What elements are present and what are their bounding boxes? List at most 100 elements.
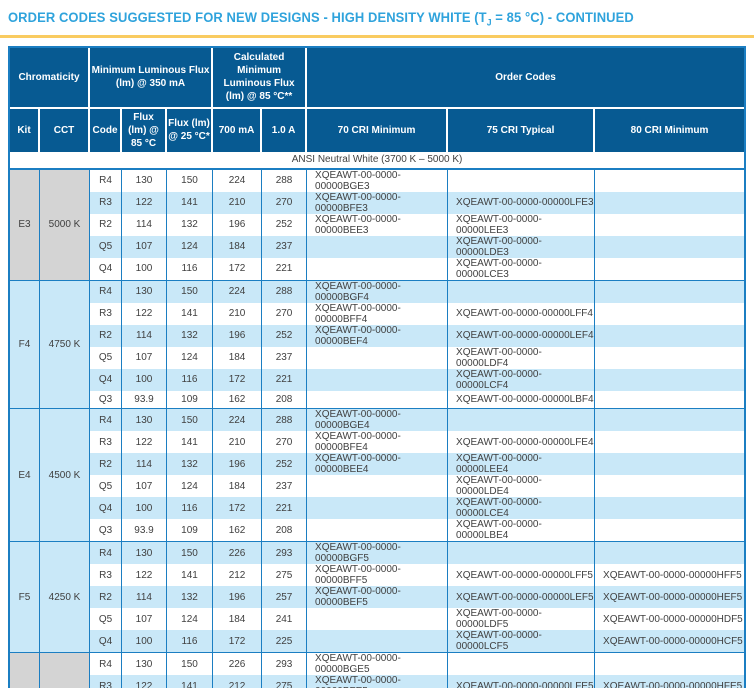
order-code-75cri-cell: XQEAWT-00-0000-00000LEF4 <box>448 324 596 347</box>
1-0a-cell: 275 <box>262 675 308 688</box>
flux-85c-cell: 107 <box>122 608 167 631</box>
order-code-80cri-cell <box>595 368 745 391</box>
1-0a-cell: 208 <box>262 519 308 542</box>
flux-85c-cell: 100 <box>122 368 167 391</box>
order-code-70cri-cell: XQEAWT-00-0000-00000BEE4 <box>307 453 449 476</box>
1-0a-cell: 241 <box>262 608 308 631</box>
order-code-80cri-cell: XQEAWT-00-0000-00000HDF5 <box>595 608 745 631</box>
order-code-70cri-cell: XQEAWT-00-0000-00000BFE3 <box>307 191 449 214</box>
700ma-cell: 184 <box>213 608 263 631</box>
table-row: Q4 100 116 172 221 XQEAWT-00-0000-00000LCF4 <box>10 368 745 391</box>
700ma-cell: 224 <box>213 279 263 303</box>
1-0a-cell: 293 <box>262 541 308 565</box>
table-row: R2 114 132 196 252 XQEAWT-00-0000-00000BEE3 XQ… <box>10 213 745 236</box>
header-80-cri-minimum: 80 CRI Minimum <box>595 108 745 152</box>
order-code-80cri-cell: XQEAWT-00-0000-00000HCF5 <box>595 630 745 653</box>
order-code-75cri-cell <box>448 408 596 432</box>
flux-85c-cell: 122 <box>122 302 167 325</box>
1-0a-cell: 288 <box>262 279 308 303</box>
order-code-75cri-cell: XQEAWT-00-0000-00000LDE3 <box>448 235 596 258</box>
order-code-70cri-cell <box>307 475 449 498</box>
header-calc-min-luminous-flux: Calculated Minimum Luminous Flux (lm) @ … <box>213 47 308 109</box>
ansi-band-row: ANSI Neutral White (3700 K – 5000 K) <box>10 151 745 169</box>
order-code-70cri-cell <box>307 519 449 542</box>
kit-cell: E5 <box>10 652 40 688</box>
order-code-70cri-cell: XQEAWT-00-0000-00000BGE5 <box>307 652 449 676</box>
1-0a-cell: 208 <box>262 390 308 409</box>
table-body: ANSI Neutral White (3700 K – 5000 K) E3 5… <box>10 151 745 688</box>
header-70-cri-minimum: 70 CRI Minimum <box>307 108 449 152</box>
code-cell: Q5 <box>90 346 122 369</box>
header-cct: CCT <box>40 108 90 152</box>
order-code-70cri-cell <box>307 608 449 631</box>
table-row: Q4 100 116 172 225 XQEAWT-00-0000-00000LCF5 XQ… <box>10 630 745 653</box>
1-0a-cell: 252 <box>262 324 308 347</box>
order-code-80cri-cell <box>595 213 745 236</box>
order-code-75cri-cell: XQEAWT-00-0000-00000LFE5 <box>448 675 596 688</box>
flux-85c-cell: 114 <box>122 213 167 236</box>
order-code-80cri-cell <box>595 475 745 498</box>
order-code-80cri-cell <box>595 279 745 303</box>
flux-25c-cell: 132 <box>167 213 214 236</box>
1-0a-cell: 275 <box>262 564 308 587</box>
order-code-80cri-cell <box>595 302 745 325</box>
700ma-cell: 172 <box>213 368 263 391</box>
order-code-75cri-cell <box>448 168 596 192</box>
kit-cell: F4 <box>10 279 40 409</box>
code-cell: R2 <box>90 324 122 347</box>
table-row: E4 4500 K R4 130 150 224 288 XQEAWT-00-0000-000… <box>10 408 745 542</box>
1-0a-cell: 252 <box>262 213 308 236</box>
page-title-prefix: ORDER CODES SUGGESTED FOR NEW DESIGNS - … <box>8 10 487 25</box>
cct-cell: 4000 K <box>40 652 90 688</box>
kit-cell: E4 <box>10 408 40 542</box>
header-order-codes: Order Codes <box>307 47 745 109</box>
flux-25c-cell: 150 <box>167 408 214 432</box>
table-row: Q3 93.9 109 162 208 XQEAWT-00-0000-00000LBE4 <box>10 519 745 542</box>
header-min-luminous-flux: Minimum Luminous Flux (lm) @ 350 mA <box>90 47 214 109</box>
code-cell: R4 <box>90 279 122 303</box>
order-code-75cri-cell: XQEAWT-00-0000-00000LBE4 <box>448 519 596 542</box>
1-0a-cell: 237 <box>262 235 308 258</box>
code-cell: Q3 <box>90 390 122 409</box>
flux-25c-cell: 141 <box>167 675 214 688</box>
code-cell: R4 <box>90 408 122 432</box>
order-code-80cri-cell <box>595 257 745 280</box>
header-flux-85c: Flux (lm) @ 85 °C <box>122 108 167 152</box>
1-0a-cell: 288 <box>262 408 308 432</box>
table-row: Q3 93.9 109 162 208 XQEAWT-00-0000-00000LBF4 <box>10 390 745 409</box>
flux-85c-cell: 100 <box>122 497 167 520</box>
header-code: Code <box>90 108 122 152</box>
table-row: Q5 107 124 184 241 XQEAWT-00-0000-00000LDF5 XQ… <box>10 608 745 631</box>
flux-85c-cell: 122 <box>122 675 167 688</box>
flux-85c-cell: 100 <box>122 257 167 280</box>
flux-25c-cell: 141 <box>167 302 214 325</box>
700ma-cell: 162 <box>213 390 263 409</box>
order-codes-table: Chromaticity Minimum Luminous Flux (lm) … <box>10 47 745 688</box>
order-code-80cri-cell <box>595 519 745 542</box>
order-code-70cri-cell: XQEAWT-00-0000-00000BEF5 <box>307 586 449 609</box>
flux-25c-cell: 150 <box>167 652 214 676</box>
order-code-80cri-cell <box>595 497 745 520</box>
flux-85c-cell: 130 <box>122 408 167 432</box>
700ma-cell: 196 <box>213 213 263 236</box>
flux-25c-cell: 124 <box>167 346 214 369</box>
code-cell: Q4 <box>90 257 122 280</box>
flux-25c-cell: 116 <box>167 368 214 391</box>
flux-25c-cell: 150 <box>167 279 214 303</box>
flux-25c-cell: 150 <box>167 541 214 565</box>
code-cell: Q5 <box>90 475 122 498</box>
flux-25c-cell: 109 <box>167 519 214 542</box>
1-0a-cell: 225 <box>262 630 308 653</box>
order-code-70cri-cell: XQEAWT-00-0000-00000BGE3 <box>307 168 449 192</box>
order-code-80cri-cell: XQEAWT-00-0000-00000HFF5 <box>595 564 745 587</box>
order-code-70cri-cell: XQEAWT-00-0000-00000BFE4 <box>307 431 449 454</box>
page-title-subscript: J <box>486 17 492 28</box>
order-code-80cri-cell <box>595 408 745 432</box>
code-cell: Q4 <box>90 368 122 391</box>
flux-85c-cell: 114 <box>122 324 167 347</box>
700ma-cell: 226 <box>213 541 263 565</box>
code-cell: R4 <box>90 168 122 192</box>
flux-25c-cell: 116 <box>167 257 214 280</box>
flux-25c-cell: 150 <box>167 168 214 192</box>
flux-25c-cell: 109 <box>167 390 214 409</box>
